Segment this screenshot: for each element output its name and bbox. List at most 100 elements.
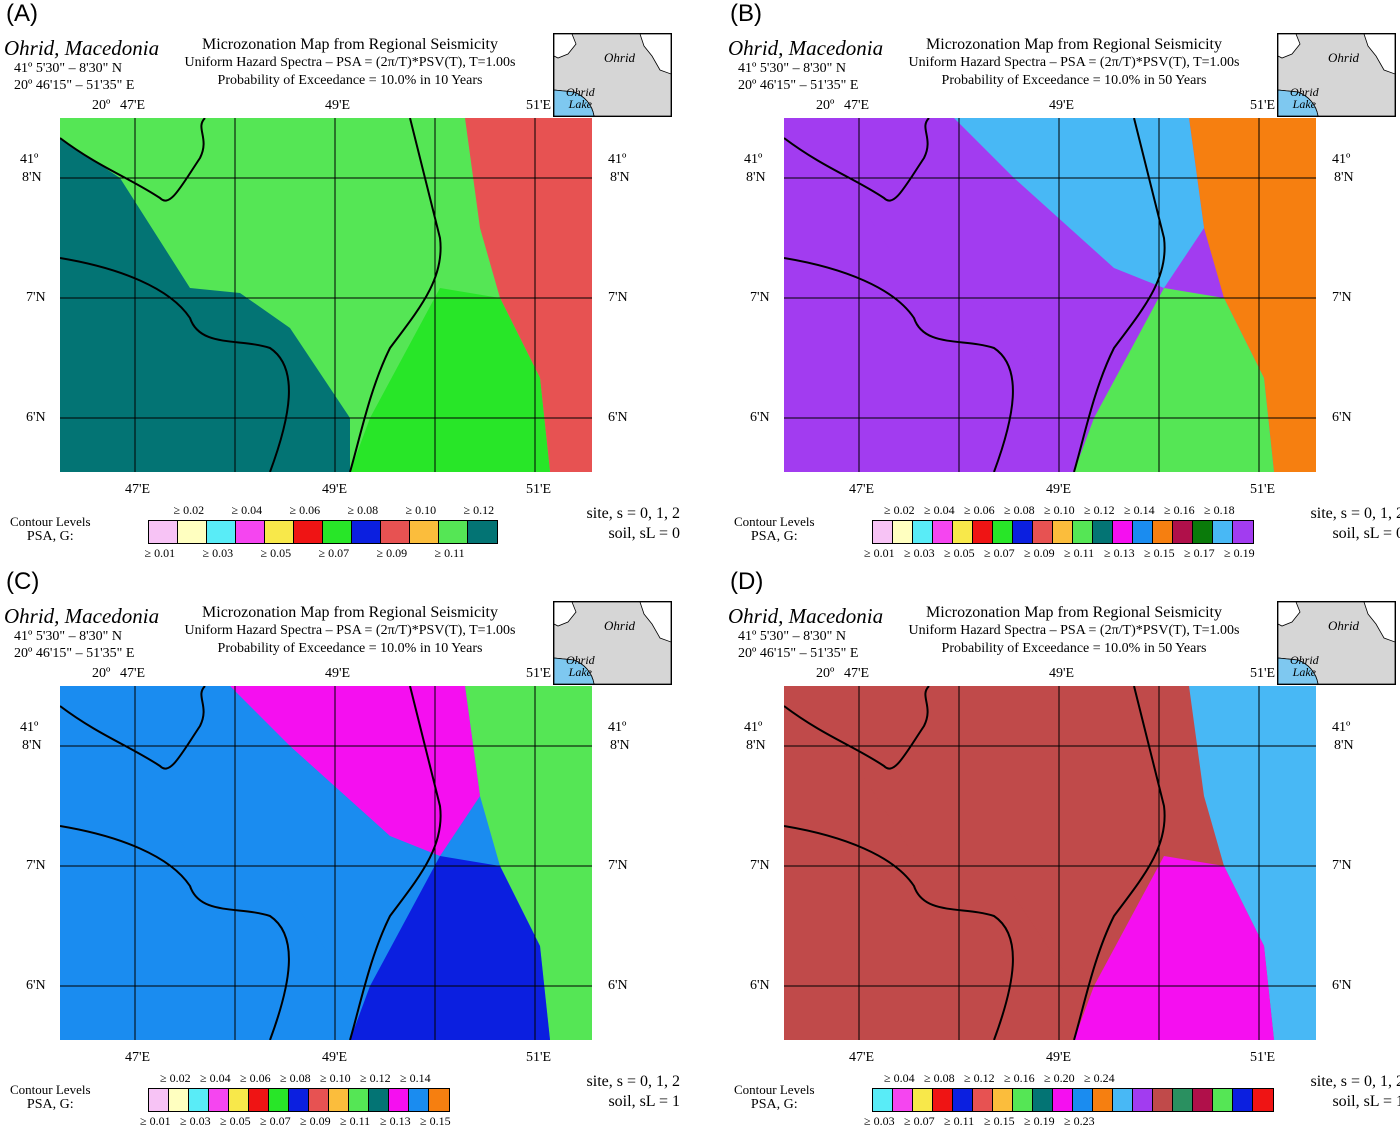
legend-level-bottom: ≥ 0.07 bbox=[904, 1114, 935, 1128]
site-soil-note: site, s = 0, 1, 2 soil, sL = 0 bbox=[587, 504, 680, 544]
place-name: Ohrid, Macedonia bbox=[4, 604, 160, 628]
lat-7-right-label: 7'N bbox=[1332, 290, 1352, 305]
legend-swatch bbox=[410, 521, 439, 543]
legend-swatch bbox=[429, 1089, 449, 1111]
lat-7-right-label: 7'N bbox=[608, 858, 628, 873]
legend-swatch bbox=[249, 1089, 269, 1111]
legend-swatch bbox=[1153, 521, 1173, 543]
legend-swatch bbox=[933, 1089, 953, 1111]
legend-swatch bbox=[1093, 521, 1113, 543]
lat-6-right-label: 6'N bbox=[1332, 410, 1352, 425]
legend-swatch bbox=[1053, 1089, 1073, 1111]
legend-swatches bbox=[872, 520, 1254, 544]
legend-swatch bbox=[913, 1089, 933, 1111]
lat-7-left-label: 7'N bbox=[750, 290, 770, 305]
lon-47-top-label: 47'E bbox=[120, 666, 146, 681]
legend-swatch bbox=[1013, 521, 1033, 543]
microzonation-map bbox=[60, 118, 592, 472]
legend-title: Contour Levels PSA, G: bbox=[734, 514, 815, 544]
legend-swatch bbox=[229, 1089, 249, 1111]
legend-level-bottom: ≥ 0.09 bbox=[300, 1114, 331, 1128]
lat-41-right-label: 41º bbox=[1332, 152, 1351, 167]
river-curve bbox=[1073, 118, 1166, 472]
legend-level-top: ≥ 0.20 bbox=[1044, 1071, 1075, 1085]
river-curve bbox=[349, 686, 442, 1040]
legend-level-bottom: ≥ 0.11 bbox=[434, 546, 465, 560]
lon-51-bottom-label: 51'E bbox=[526, 1050, 552, 1065]
panel-label: (C) bbox=[6, 568, 40, 595]
legend-level-top: ≥ 0.16 bbox=[1164, 503, 1195, 517]
legend-swatch bbox=[1233, 521, 1253, 543]
lon-20-label: 20º bbox=[92, 666, 111, 681]
longitude-range: 20º 46'15" – 51'35" E bbox=[738, 646, 859, 661]
soil-text: soil, sL = 0 bbox=[608, 525, 680, 542]
legend-level-bottom: ≥ 0.05 bbox=[260, 546, 292, 560]
map-zone-right bbox=[1189, 686, 1316, 1040]
legend-swatch bbox=[1233, 1089, 1253, 1111]
legend-title-line2: PSA, G: bbox=[750, 529, 798, 544]
legend-level-bottom: ≥ 0.15 bbox=[1144, 546, 1175, 560]
legend-title-line2: PSA, G: bbox=[26, 529, 74, 544]
inset-map: Ohrid Ohrid Lake bbox=[553, 601, 672, 685]
lon-51-top-label: 51'E bbox=[1250, 98, 1276, 113]
lon-20-label: 20º bbox=[816, 98, 835, 113]
legend-swatch bbox=[149, 521, 178, 543]
map-title: Microzonation Map from Regional Seismici… bbox=[202, 36, 498, 53]
legend-swatch bbox=[973, 1089, 993, 1111]
legend-swatch bbox=[178, 521, 207, 543]
map-title: Microzonation Map from Regional Seismici… bbox=[926, 604, 1222, 621]
map-zone-left bbox=[60, 138, 350, 472]
legend-level-top: ≥ 0.02 bbox=[173, 503, 205, 517]
legend-swatch bbox=[993, 521, 1013, 543]
legend-swatch bbox=[1093, 1089, 1113, 1111]
map-header: Microzonation Map from Regional Seismici… bbox=[874, 36, 1274, 90]
lat-7-left-label: 7'N bbox=[26, 858, 46, 873]
legend-level-top: ≥ 0.14 bbox=[1124, 503, 1155, 517]
legend-swatch bbox=[352, 521, 381, 543]
microzonation-map bbox=[60, 686, 592, 1040]
legend-level-top: ≥ 0.04 bbox=[200, 1071, 231, 1085]
legend-swatch bbox=[1113, 521, 1133, 543]
legend-swatch bbox=[913, 521, 933, 543]
legend-level-bottom: ≥ 0.03 bbox=[904, 546, 935, 560]
lat-6-right-label: 6'N bbox=[1332, 978, 1352, 993]
lat-6-left-label: 6'N bbox=[26, 410, 46, 425]
lat-41-left-label: 41º bbox=[20, 152, 39, 167]
legend-swatch bbox=[953, 521, 973, 543]
legend-swatch bbox=[169, 1089, 189, 1111]
lon-51-bottom-label: 51'E bbox=[1250, 482, 1276, 497]
legend-level-top: ≥ 0.10 bbox=[405, 503, 437, 517]
map-svg bbox=[784, 686, 1316, 1040]
shoreline-curve bbox=[60, 118, 206, 202]
legend-swatch bbox=[149, 1089, 169, 1111]
legend-swatch bbox=[1153, 1089, 1173, 1111]
map-zone-left bbox=[784, 138, 1074, 472]
legend-swatch bbox=[1113, 1089, 1133, 1111]
lon-49-top-label: 49'E bbox=[1049, 98, 1075, 113]
lon-49-bottom-label: 49'E bbox=[1046, 1050, 1072, 1065]
map-zone-right bbox=[465, 118, 592, 472]
map-zone-right bbox=[465, 686, 592, 1040]
map-header: Microzonation Map from Regional Seismici… bbox=[874, 604, 1274, 658]
legend-level-top: ≥ 0.04 bbox=[924, 503, 955, 517]
legend-swatch bbox=[329, 1089, 349, 1111]
map-svg bbox=[60, 118, 592, 472]
shoreline-curve bbox=[60, 686, 206, 770]
legend-swatch bbox=[289, 1089, 309, 1111]
map-title: Microzonation Map from Regional Seismici… bbox=[202, 604, 498, 621]
legend-level-top: ≥ 0.08 bbox=[347, 503, 379, 517]
lat-7-left-label: 7'N bbox=[750, 858, 770, 873]
map-zone-center bbox=[230, 686, 480, 856]
legend-level-bottom: ≥ 0.11 bbox=[944, 1114, 975, 1128]
legend-title: Contour Levels PSA, G: bbox=[734, 1082, 815, 1112]
inset-lake-label: Ohrid Lake bbox=[566, 653, 595, 679]
lat-6-left-label: 6'N bbox=[750, 410, 770, 425]
lon-51-bottom-label: 51'E bbox=[1250, 1050, 1276, 1065]
legend-level-top: ≥ 0.14 bbox=[400, 1071, 431, 1085]
legend-swatch bbox=[953, 1089, 973, 1111]
inset-lake-label: Ohrid Lake bbox=[566, 85, 595, 111]
longitude-range: 20º 46'15" – 51'35" E bbox=[738, 78, 859, 93]
map-zone-bottom-right bbox=[1074, 856, 1274, 1040]
legend-swatch bbox=[381, 521, 410, 543]
lake-border-curve bbox=[784, 257, 1014, 472]
